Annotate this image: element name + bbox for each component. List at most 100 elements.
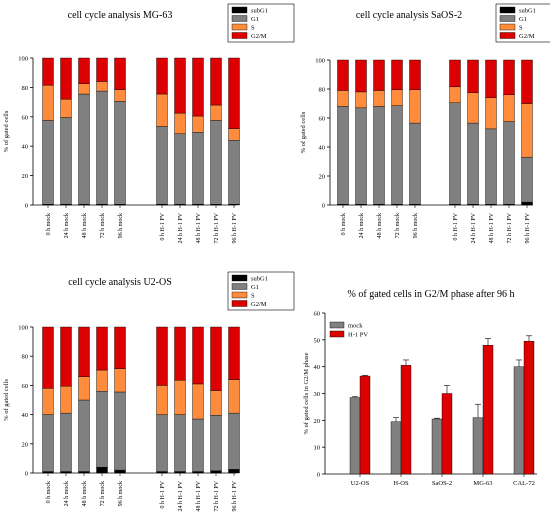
- bar-segment-g2-m: [114, 326, 126, 369]
- y-tick-label: 80: [22, 85, 29, 92]
- bar-segment-s: [156, 385, 168, 415]
- legend-swatch: [499, 15, 516, 22]
- bar-segment-g1: [114, 101, 126, 205]
- bar-segment-g1: [60, 117, 72, 205]
- bar-mock: [349, 397, 361, 475]
- bar-segment-s: [485, 97, 497, 130]
- bar-segment-s: [228, 128, 240, 141]
- bar-segment-g1: [156, 414, 168, 472]
- y-tick-label: 100: [315, 58, 325, 65]
- bar-segment-s: [449, 86, 461, 103]
- bar-segment-subg1: [192, 471, 204, 474]
- chart-panel-4: % of gated cells in G2/M phase after 96 …: [303, 289, 537, 487]
- x-tick-label: CAL-72: [513, 480, 535, 487]
- bar-segment-subg1: [96, 466, 108, 474]
- bar-segment-s: [355, 91, 367, 109]
- x-tick-label: 72 h H-1 PV: [507, 212, 513, 243]
- legend-label: mock: [348, 323, 363, 330]
- x-tick-label: 72 h mock: [395, 213, 401, 238]
- x-tick-label: 0 h mock: [46, 481, 52, 503]
- bar-segment-g2-m: [503, 59, 515, 95]
- chart-title: cell cycle analysis MG-63: [68, 10, 173, 21]
- bar-segment-g1: [409, 122, 421, 205]
- bar-mock: [472, 417, 484, 475]
- bar-segment-g2-m: [355, 59, 367, 93]
- x-tick-label: 0 h H-1 PV: [160, 212, 166, 240]
- x-tick-label: 24 h mock: [64, 481, 70, 506]
- bar-segment-g2-m: [174, 57, 186, 114]
- bar-segment-g2-m: [42, 326, 54, 389]
- bar-segment-g2-m: [114, 57, 126, 90]
- legend-swatch: [231, 291, 248, 299]
- bar-segment-g1: [96, 391, 108, 468]
- bar-segment-s: [391, 89, 403, 106]
- bar-h-1-pv: [441, 393, 453, 475]
- bar-segment-s: [521, 103, 533, 158]
- bar-segment-g1: [156, 126, 168, 205]
- x-tick-label: 48 h H-1 PV: [196, 480, 202, 511]
- bar-segment-s: [503, 94, 515, 122]
- bar-segment-g2-m: [156, 326, 168, 386]
- bar-segment-g1: [503, 121, 515, 205]
- bar-segment-s: [228, 379, 240, 414]
- bar-segment-g2-m: [60, 57, 72, 100]
- y-tick-label: 80: [319, 87, 326, 94]
- bar-segment-subg1: [210, 470, 222, 474]
- bar-segment-s: [192, 115, 204, 133]
- bar-segment-s: [78, 83, 90, 95]
- bar-mock: [513, 366, 525, 475]
- legend-swatch: [329, 321, 345, 329]
- bar-segment-g1: [42, 120, 54, 205]
- bar-segment-g2-m: [409, 59, 421, 90]
- legend-swatch: [231, 6, 248, 14]
- x-tick-label: 24 h H-1 PV: [178, 212, 184, 243]
- bar-segment-s: [114, 368, 126, 393]
- x-tick-label: 72 h mock: [100, 213, 106, 238]
- legend-label: G1: [251, 284, 259, 291]
- legend-swatch: [499, 6, 516, 14]
- x-tick-label: 24 h H-1 PV: [471, 212, 477, 243]
- bar-segment-s: [373, 90, 385, 107]
- bar-h-1-pv: [359, 375, 371, 475]
- legend-label: G2/M: [251, 301, 267, 308]
- bar-h-1-pv: [523, 340, 535, 475]
- bar-segment-g2-m: [521, 59, 533, 104]
- bar-segment-g1: [373, 106, 385, 205]
- legend-label: subG1: [251, 276, 268, 283]
- legend-label: subG1: [519, 8, 536, 15]
- bar-segment-g2-m: [210, 326, 222, 391]
- y-tick-label: 60: [22, 114, 29, 121]
- legend-label: S: [251, 25, 255, 32]
- bar-segment-subg1: [114, 469, 126, 474]
- y-tick-label: 40: [319, 145, 326, 152]
- y-axis-label: % of gated cells: [3, 379, 10, 421]
- bar-segment-g1: [174, 133, 186, 205]
- bar-segment-s: [192, 383, 204, 420]
- bar-segment-subg1: [156, 471, 168, 474]
- bar-segment-subg1: [228, 469, 240, 474]
- bar-segment-g2-m: [78, 57, 90, 84]
- x-tick-label: 48 h H-1 PV: [489, 212, 495, 243]
- y-tick-label: 20: [22, 441, 29, 448]
- bar-segment-g2-m: [156, 57, 168, 95]
- bar-segment-g2-m: [210, 57, 222, 106]
- y-tick-label: 10: [314, 445, 321, 452]
- y-tick-label: 20: [314, 418, 321, 425]
- bar-segment-subg1: [521, 201, 533, 206]
- x-tick-label: 24 h mock: [64, 213, 70, 238]
- bar-segment-s: [78, 376, 90, 401]
- y-tick-label: 100: [18, 325, 28, 332]
- bar-segment-s: [156, 93, 168, 127]
- y-tick-label: 80: [22, 354, 29, 361]
- bar-segment-g2-m: [96, 57, 108, 82]
- bar-segment-g1: [391, 105, 403, 205]
- legend-swatch: [231, 283, 248, 290]
- x-tick-label: MG-63: [473, 480, 492, 487]
- bar-segment-g1: [521, 156, 533, 203]
- y-tick-label: 40: [22, 144, 29, 151]
- bar-mock: [431, 418, 443, 475]
- legend-label: H-1 PV: [348, 332, 368, 339]
- x-tick-label: 0 h mock: [46, 213, 52, 235]
